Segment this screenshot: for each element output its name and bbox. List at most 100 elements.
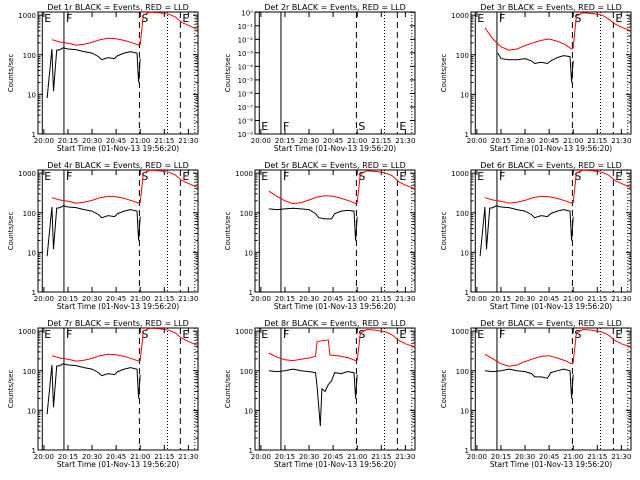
chart-panel: Det 2r BLACK = Events, RED = LLD 10⁻⁹ 10⁻⁸… [224,3,416,153]
time-marker-label: E [399,120,406,133]
time-marker-label: E [477,12,484,25]
chart-title: Det 3r BLACK = Events, RED = LLD [480,3,622,12]
x-tick-label: 21:30 [395,453,415,461]
time-marker-label: F [499,12,505,25]
plot-frame [254,327,416,451]
x-tick-label: 20:30 [515,137,535,145]
y-tick-label: 10⁻⁴ [238,63,254,71]
x-tick-label: 20:45 [106,137,126,145]
y-tick-label: 10 [27,407,36,415]
time-marker-label: E [261,328,268,341]
time-marker-label: F [283,170,289,183]
y-tick-label: 100 [240,368,253,376]
y-tick-label: 10 [460,407,469,415]
x-axis-label: Start Time (01-Nov-13 19:56:20) [57,460,179,469]
time-marker-label: E [261,120,268,133]
y-tick-label: 10 [244,249,253,257]
x-tick-label: 20:45 [323,453,343,461]
y-tick-label: 10⁻² [238,36,254,44]
y-axis-label: Counts/sec [224,54,232,93]
y-axis-label: Counts/sec [440,54,448,93]
events-series-line [484,368,574,399]
y-tick-label: 10⁻⁹ [238,131,254,139]
y-tick-label: 100 [23,368,36,376]
x-tick-label: 21:00 [130,137,150,145]
y-tick-label: 100 [456,210,469,218]
y-tick-label: 1 [465,289,469,297]
x-axis-label: Start Time (01-Nov-13 19:56:20) [274,144,396,153]
x-axis-label: Start Time (01-Nov-13 19:56:20) [490,144,612,153]
plot-frame [254,169,416,293]
y-tick-label: 10⁻⁵ [238,77,254,85]
plot-frame [37,169,199,293]
chart-panel: Det 3r BLACK = Events, RED = LLD 1 10 100 10… [440,3,632,153]
x-tick-label: 21:00 [130,453,150,461]
x-tick-label: 21:30 [611,137,631,145]
y-tick-label: 10 [27,91,36,99]
y-tick-label: 100 [23,52,36,60]
y-tick-label: 1000 [451,12,469,20]
x-tick-label: 21:30 [395,295,415,303]
x-tick-label: 21:30 [611,295,631,303]
x-tick-label: 21:15 [154,137,174,145]
events-series-line [46,205,141,257]
x-tick-label: 20:15 [491,295,511,303]
lld-series-line [51,327,199,362]
y-tick-label: 1 [32,131,36,139]
y-tick-label: 10⁻⁸ [238,117,254,125]
x-tick-label: 21:30 [611,453,631,461]
y-tick-label: 10 [460,91,469,99]
y-tick-label: 10⁻⁷ [238,104,254,112]
time-marker-label: F [66,328,72,341]
x-tick-label: 20:00 [34,137,54,145]
x-tick-label: 21:30 [178,295,198,303]
events-series-line [479,205,574,257]
time-marker-label: S [358,328,365,341]
y-tick-label: 10⁰ [241,9,253,17]
x-axis-label: Start Time (01-Nov-13 19:56:20) [57,144,179,153]
x-tick-label: 20:15 [275,453,295,461]
y-tick-label: 1000 [18,328,36,336]
x-tick-label: 21:15 [587,295,607,303]
x-tick-label: 20:30 [515,295,535,303]
x-tick-label: 20:00 [251,295,271,303]
y-tick-label: 10 [27,249,36,257]
x-tick-label: 20:30 [299,453,319,461]
x-tick-label: 20:45 [539,453,559,461]
time-marker-label: E [44,170,51,183]
time-marker-label: S [141,170,148,183]
x-tick-label: 20:30 [299,137,319,145]
time-marker-label: F [66,170,72,183]
chart-title: Det 5r BLACK = Events, RED = LLD [264,161,406,170]
x-tick-label: 21:00 [563,295,583,303]
plot-frame [37,11,199,135]
x-tick-label: 21:30 [178,137,198,145]
y-axis-label: Counts/sec [7,370,15,409]
x-tick-label: 20:00 [251,137,271,145]
events-series-line [46,363,141,415]
x-axis-label: Start Time (01-Nov-13 19:56:20) [490,302,612,311]
y-axis-label: Counts/sec [440,370,448,409]
x-tick-label: 21:15 [154,295,174,303]
time-marker-label: E [261,170,268,183]
plot-frame [470,327,632,451]
x-tick-label: 21:00 [347,453,367,461]
chart-panel: Det 4r BLACK = Events, RED = LLD 1 10 100 10… [7,161,199,311]
x-tick-label: 21:15 [587,137,607,145]
y-tick-label: 10⁻⁶ [238,90,254,98]
y-tick-label: 1000 [18,12,36,20]
chart-title: Det 8r BLACK = Events, RED = LLD [264,319,406,328]
time-marker-label: E [399,170,406,183]
y-axis-label: Counts/sec [440,212,448,251]
plot-frame [254,11,416,135]
x-tick-label: 21:00 [130,295,150,303]
x-tick-label: 20:45 [106,453,126,461]
x-tick-label: 21:15 [371,137,391,145]
x-tick-label: 20:45 [106,295,126,303]
x-axis-label: Start Time (01-Nov-13 19:56:20) [57,302,179,311]
x-tick-label: 21:15 [371,453,391,461]
x-tick-label: 20:30 [82,453,102,461]
x-tick-label: 20:15 [58,453,78,461]
time-marker-label: S [141,328,148,341]
events-series-line [46,47,141,99]
